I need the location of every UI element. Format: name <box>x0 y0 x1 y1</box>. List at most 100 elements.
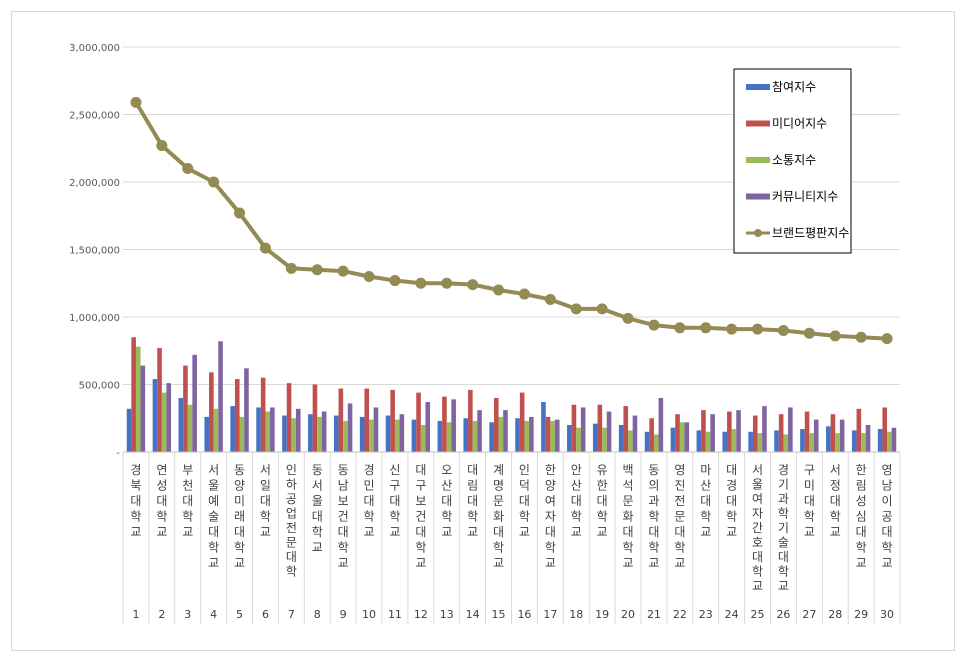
bar-참여지수 <box>722 431 728 452</box>
rank-label: 13 <box>440 608 454 621</box>
category-char: 하 <box>286 478 297 492</box>
category-char: 학 <box>208 541 219 555</box>
bar-미디어지수 <box>649 418 654 452</box>
bar-미디어지수 <box>286 383 292 452</box>
category-char: 교 <box>389 525 400 539</box>
category-char: 교 <box>882 556 893 570</box>
category-char: 교 <box>752 579 763 593</box>
rank-label: 23 <box>699 608 713 621</box>
category-table: 경북대학교1연성대학교2부천대학교3서울예술대학교4동양미래대학교5서일대학교6… <box>122 451 901 624</box>
category-char: 교 <box>623 556 634 570</box>
bar-소통지수 <box>239 416 245 452</box>
category-char: 학 <box>234 541 245 555</box>
category-char: 기 <box>778 521 789 535</box>
line-point <box>285 262 297 274</box>
category-char: 대 <box>623 525 634 539</box>
line-point <box>337 265 349 277</box>
rank-label: 12 <box>414 608 428 621</box>
bar-커뮤니티지수 <box>295 408 301 452</box>
category-char: 학 <box>182 510 193 524</box>
legend-swatch <box>746 193 770 200</box>
category-char: 인 <box>519 463 530 477</box>
bar-소통지수 <box>369 419 374 452</box>
category-char: 구 <box>389 479 400 493</box>
rank-label: 27 <box>802 608 816 621</box>
bar-미디어지수 <box>545 416 551 452</box>
category-char: 교 <box>597 525 608 539</box>
category-char: 대 <box>130 494 141 508</box>
legend-swatch <box>746 120 770 127</box>
bar-커뮤니티지수 <box>554 419 560 452</box>
legend-label: 소통지수 <box>772 153 816 167</box>
category-char: 교 <box>778 579 789 593</box>
line-point <box>881 333 893 345</box>
category-char: 동 <box>648 463 659 477</box>
category-char: 오 <box>441 463 452 477</box>
bar-참여지수 <box>152 379 158 452</box>
category-char: 진 <box>674 479 685 493</box>
bar-참여지수 <box>592 423 598 452</box>
rank-label: 19 <box>595 608 609 621</box>
line-point <box>803 327 815 339</box>
bar-미디어지수 <box>131 337 136 452</box>
category-char: 건 <box>415 510 426 524</box>
bar-참여지수 <box>489 422 494 452</box>
category-char: 구 <box>804 463 815 477</box>
bar-소통지수 <box>783 434 789 452</box>
category-char: 대 <box>286 550 297 564</box>
y-tick-label: 1,500,000 <box>69 246 120 257</box>
category-char: 대 <box>467 494 478 508</box>
category-char: 대 <box>804 494 815 508</box>
bar-참여지수 <box>696 430 702 452</box>
rank-label: 30 <box>880 608 894 621</box>
bar-소통지수 <box>317 416 322 452</box>
bar-커뮤니티지수 <box>865 425 871 452</box>
bar-커뮤니티지수 <box>218 341 223 452</box>
category-char: 영 <box>882 463 893 477</box>
bar-미디어지수 <box>856 408 862 452</box>
category-char: 예 <box>208 494 219 508</box>
bar-미디어지수 <box>804 411 810 452</box>
bar-소통지수 <box>653 434 659 452</box>
category-char: 유 <box>597 463 608 477</box>
bar-미디어지수 <box>183 365 188 452</box>
category-char: 대 <box>830 494 841 508</box>
line-point <box>234 207 246 219</box>
category-char: 울 <box>312 494 323 508</box>
bar-참여지수 <box>411 419 417 452</box>
rank-label: 7 <box>288 608 295 621</box>
bar-커뮤니티지수 <box>425 402 431 452</box>
category-char: 자 <box>545 510 556 524</box>
line-point <box>518 288 530 300</box>
category-char: 학 <box>467 510 478 524</box>
category-char: 산 <box>441 479 452 493</box>
category-char: 남 <box>882 479 893 493</box>
bar-커뮤니티지수 <box>606 411 612 452</box>
bar-참여지수 <box>877 429 883 452</box>
category-char: 호 <box>752 536 763 550</box>
bar-소통지수 <box>187 404 193 452</box>
bar-커뮤니티지수 <box>477 410 482 452</box>
category-char: 학 <box>752 565 763 579</box>
y-tick-label: 1,000,000 <box>69 313 120 324</box>
category-char: 명 <box>493 479 504 493</box>
category-char: 구 <box>415 479 426 493</box>
category-char: 대 <box>493 525 504 539</box>
category-char: 심 <box>856 510 867 524</box>
category-char: 화 <box>493 510 504 524</box>
rank-label: 28 <box>828 608 842 621</box>
bar-미디어지수 <box>701 410 706 452</box>
bar-참여지수 <box>359 416 365 452</box>
category-char: 교 <box>804 525 815 539</box>
category-char: 계 <box>493 463 504 477</box>
category-char: 교 <box>726 525 737 539</box>
